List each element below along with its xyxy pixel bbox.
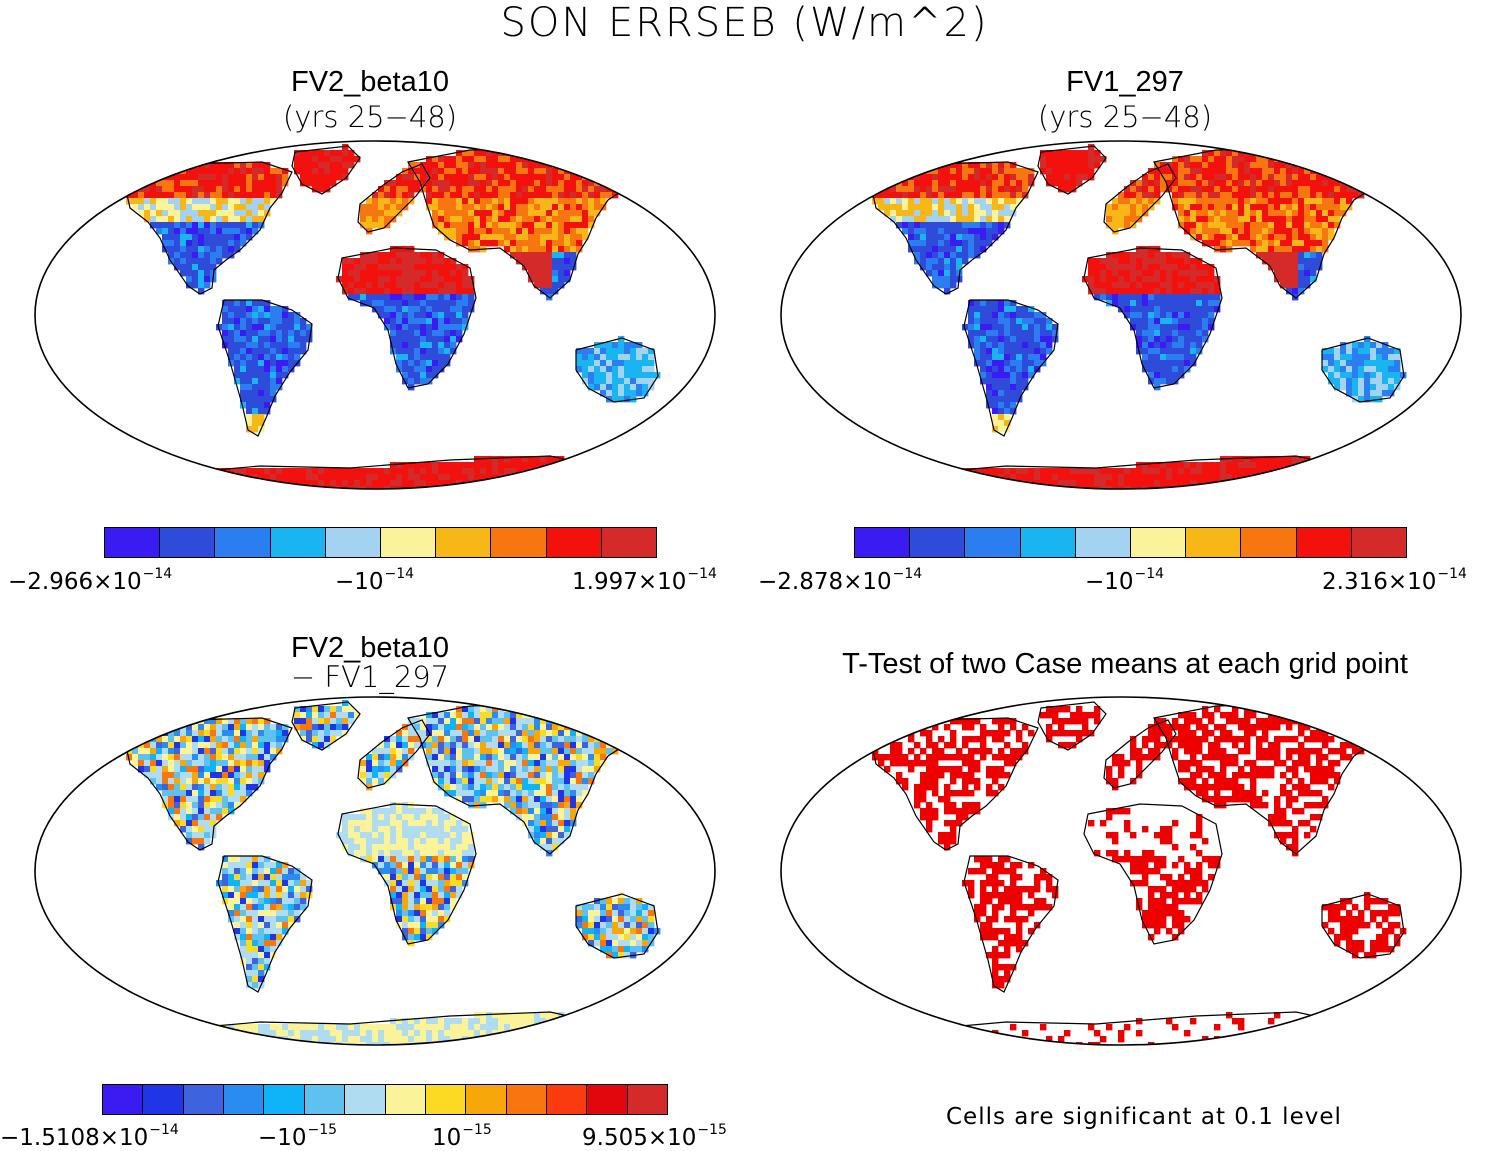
panel-subtitle-bl: − FV1_297 xyxy=(150,660,590,694)
colorbar-swatch xyxy=(1186,528,1241,557)
map-cells xyxy=(866,144,1406,492)
map-cells xyxy=(120,700,660,1048)
colorbar-swatch xyxy=(160,528,215,557)
colorbar-swatch xyxy=(264,1085,304,1114)
colorbar-swatch xyxy=(466,1085,506,1114)
colorbar-swatch xyxy=(184,1085,224,1114)
map-cells xyxy=(866,702,1406,1048)
panel-title-tl: FV2_beta10 xyxy=(150,66,590,99)
panel-subtitle-tl: (yrs 25−48) xyxy=(150,100,590,134)
colorbar-swatch xyxy=(143,1085,183,1114)
map-cells xyxy=(120,144,660,492)
colorbar-bl xyxy=(102,1084,668,1115)
panel-title-br: T-Test of two Case means at each grid po… xyxy=(780,648,1470,681)
colorbar-swatch xyxy=(386,1085,426,1114)
colorbar-tr-label-mid: −10−14 xyxy=(1085,566,1164,595)
map-panel-br xyxy=(776,694,1466,1049)
colorbar-swatch xyxy=(215,528,270,557)
colorbar-swatch xyxy=(1076,528,1131,557)
colorbar-swatch xyxy=(1021,528,1076,557)
colorbar-tl xyxy=(104,527,657,558)
colorbar-tr-label-max: 2.316×10−14 xyxy=(1322,566,1467,595)
colorbar-swatch xyxy=(436,528,491,557)
colorbar-swatch xyxy=(103,1085,143,1114)
colorbar-swatch xyxy=(547,1085,587,1114)
significance-note: Cells are significant at 0.1 level xyxy=(946,1104,1342,1130)
colorbar-swatch xyxy=(1241,528,1296,557)
colorbar-swatch xyxy=(491,528,546,557)
colorbar-tl-label-max: 1.997×10−14 xyxy=(572,566,717,595)
colorbar-bl-label-min: −1.5108×10−14 xyxy=(0,1122,179,1151)
map-panel-tr xyxy=(776,138,1466,493)
colorbar-swatch xyxy=(105,528,160,557)
colorbar-swatch xyxy=(507,1085,547,1114)
colorbar-bl-label-3: 10−15 xyxy=(432,1122,492,1151)
colorbar-swatch xyxy=(426,1085,466,1114)
colorbar-swatch xyxy=(628,1085,667,1114)
main-title: SON ERRSEB (W/m^2) xyxy=(0,0,1489,46)
colorbar-swatch xyxy=(305,1085,345,1114)
colorbar-swatch xyxy=(855,528,910,557)
colorbar-tr xyxy=(854,527,1407,558)
colorbar-swatch xyxy=(965,528,1020,557)
colorbar-swatch xyxy=(1297,528,1352,557)
colorbar-swatch xyxy=(345,1085,385,1114)
colorbar-swatch xyxy=(587,1085,627,1114)
colorbar-bl-label-2: −10−15 xyxy=(258,1122,337,1151)
map-panel-tl xyxy=(30,138,720,493)
colorbar-tr-label-min: −2.878×10−14 xyxy=(758,566,922,595)
colorbar-swatch xyxy=(602,528,656,557)
colorbar-swatch xyxy=(326,528,381,557)
colorbar-swatch xyxy=(1352,528,1406,557)
colorbar-swatch xyxy=(224,1085,264,1114)
colorbar-tl-label-mid: −10−14 xyxy=(335,566,414,595)
panel-title-tr: FV1_297 xyxy=(905,66,1345,99)
panel-subtitle-tr: (yrs 25−48) xyxy=(905,100,1345,134)
colorbar-swatch xyxy=(381,528,436,557)
colorbar-tl-label-min: −2.966×10−14 xyxy=(8,566,172,595)
map-panel-bl xyxy=(30,694,720,1049)
colorbar-swatch xyxy=(271,528,326,557)
colorbar-swatch xyxy=(547,528,602,557)
colorbar-swatch xyxy=(910,528,965,557)
colorbar-bl-label-max: 9.505×10−15 xyxy=(582,1122,727,1151)
colorbar-swatch xyxy=(1131,528,1186,557)
